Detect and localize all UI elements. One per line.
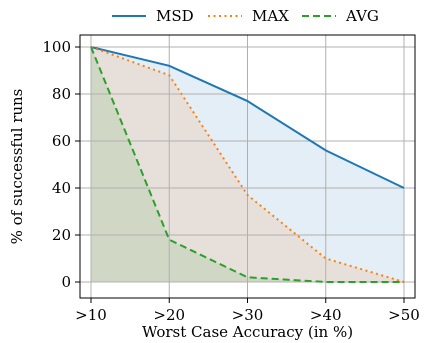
y-tick-label: 100	[42, 38, 71, 56]
y-tick-label: 20	[52, 226, 71, 244]
x-axis: >10 >20 >30 >40 >50	[75, 298, 420, 324]
grid	[80, 35, 415, 298]
legend-label-msd: MSD	[156, 7, 194, 25]
line-max	[90, 46, 405, 283]
x-tick-label: >30	[232, 306, 264, 324]
x-tick-label: >10	[75, 306, 107, 324]
y-axis: 0 20 40 60 80 100	[42, 38, 80, 291]
x-axis-label: Worst Case Accuracy (in %)	[142, 323, 353, 341]
line-msd	[90, 46, 405, 189]
area-avg	[91, 47, 404, 282]
y-tick-label: 0	[61, 273, 71, 291]
x-tick-label: >20	[153, 306, 185, 324]
legend-label-avg: AVG	[345, 7, 379, 25]
x-tick-label: >50	[388, 306, 420, 324]
legend: MSD MAX AVG	[112, 7, 379, 25]
x-tick-label: >40	[310, 306, 342, 324]
y-tick-label: 40	[52, 179, 71, 197]
y-axis-label: % of successful runs	[8, 89, 26, 245]
line-avg	[90, 46, 404, 283]
y-tick-label: 80	[52, 85, 71, 103]
series-lines	[90, 46, 405, 283]
y-tick-label: 60	[52, 132, 71, 150]
legend-label-max: MAX	[252, 7, 289, 25]
